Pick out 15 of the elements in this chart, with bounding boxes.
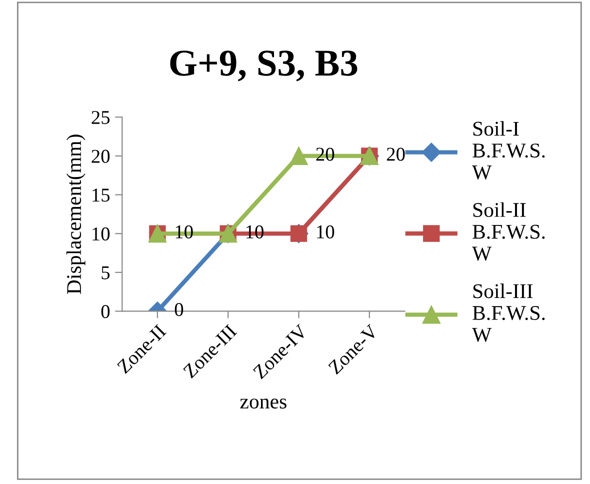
- y-tick-label: 25: [92, 111, 110, 124]
- y-tick-label: 15: [92, 188, 110, 202]
- x-axis-title: zones: [240, 398, 286, 409]
- legend-label: Soil-I B.F.W.S. W: [472, 121, 545, 180]
- data-label: 10: [317, 225, 334, 238]
- y-tick-label: 20: [92, 150, 110, 163]
- legend-label: Soil-II B.F.W.S. W: [472, 202, 545, 261]
- y-tick-label: 10: [92, 227, 110, 241]
- chart-title: G+9, S3, B3: [170, 50, 358, 82]
- data-label: 0: [174, 302, 184, 316]
- y-tick-label: 5: [102, 266, 110, 280]
- y-axis-title: Displacement(mm): [66, 134, 86, 294]
- data-label: 20: [386, 148, 405, 161]
- legend-label: Soil-III B.F.W.S. W: [472, 284, 545, 342]
- y-tick-label: 0: [101, 305, 110, 318]
